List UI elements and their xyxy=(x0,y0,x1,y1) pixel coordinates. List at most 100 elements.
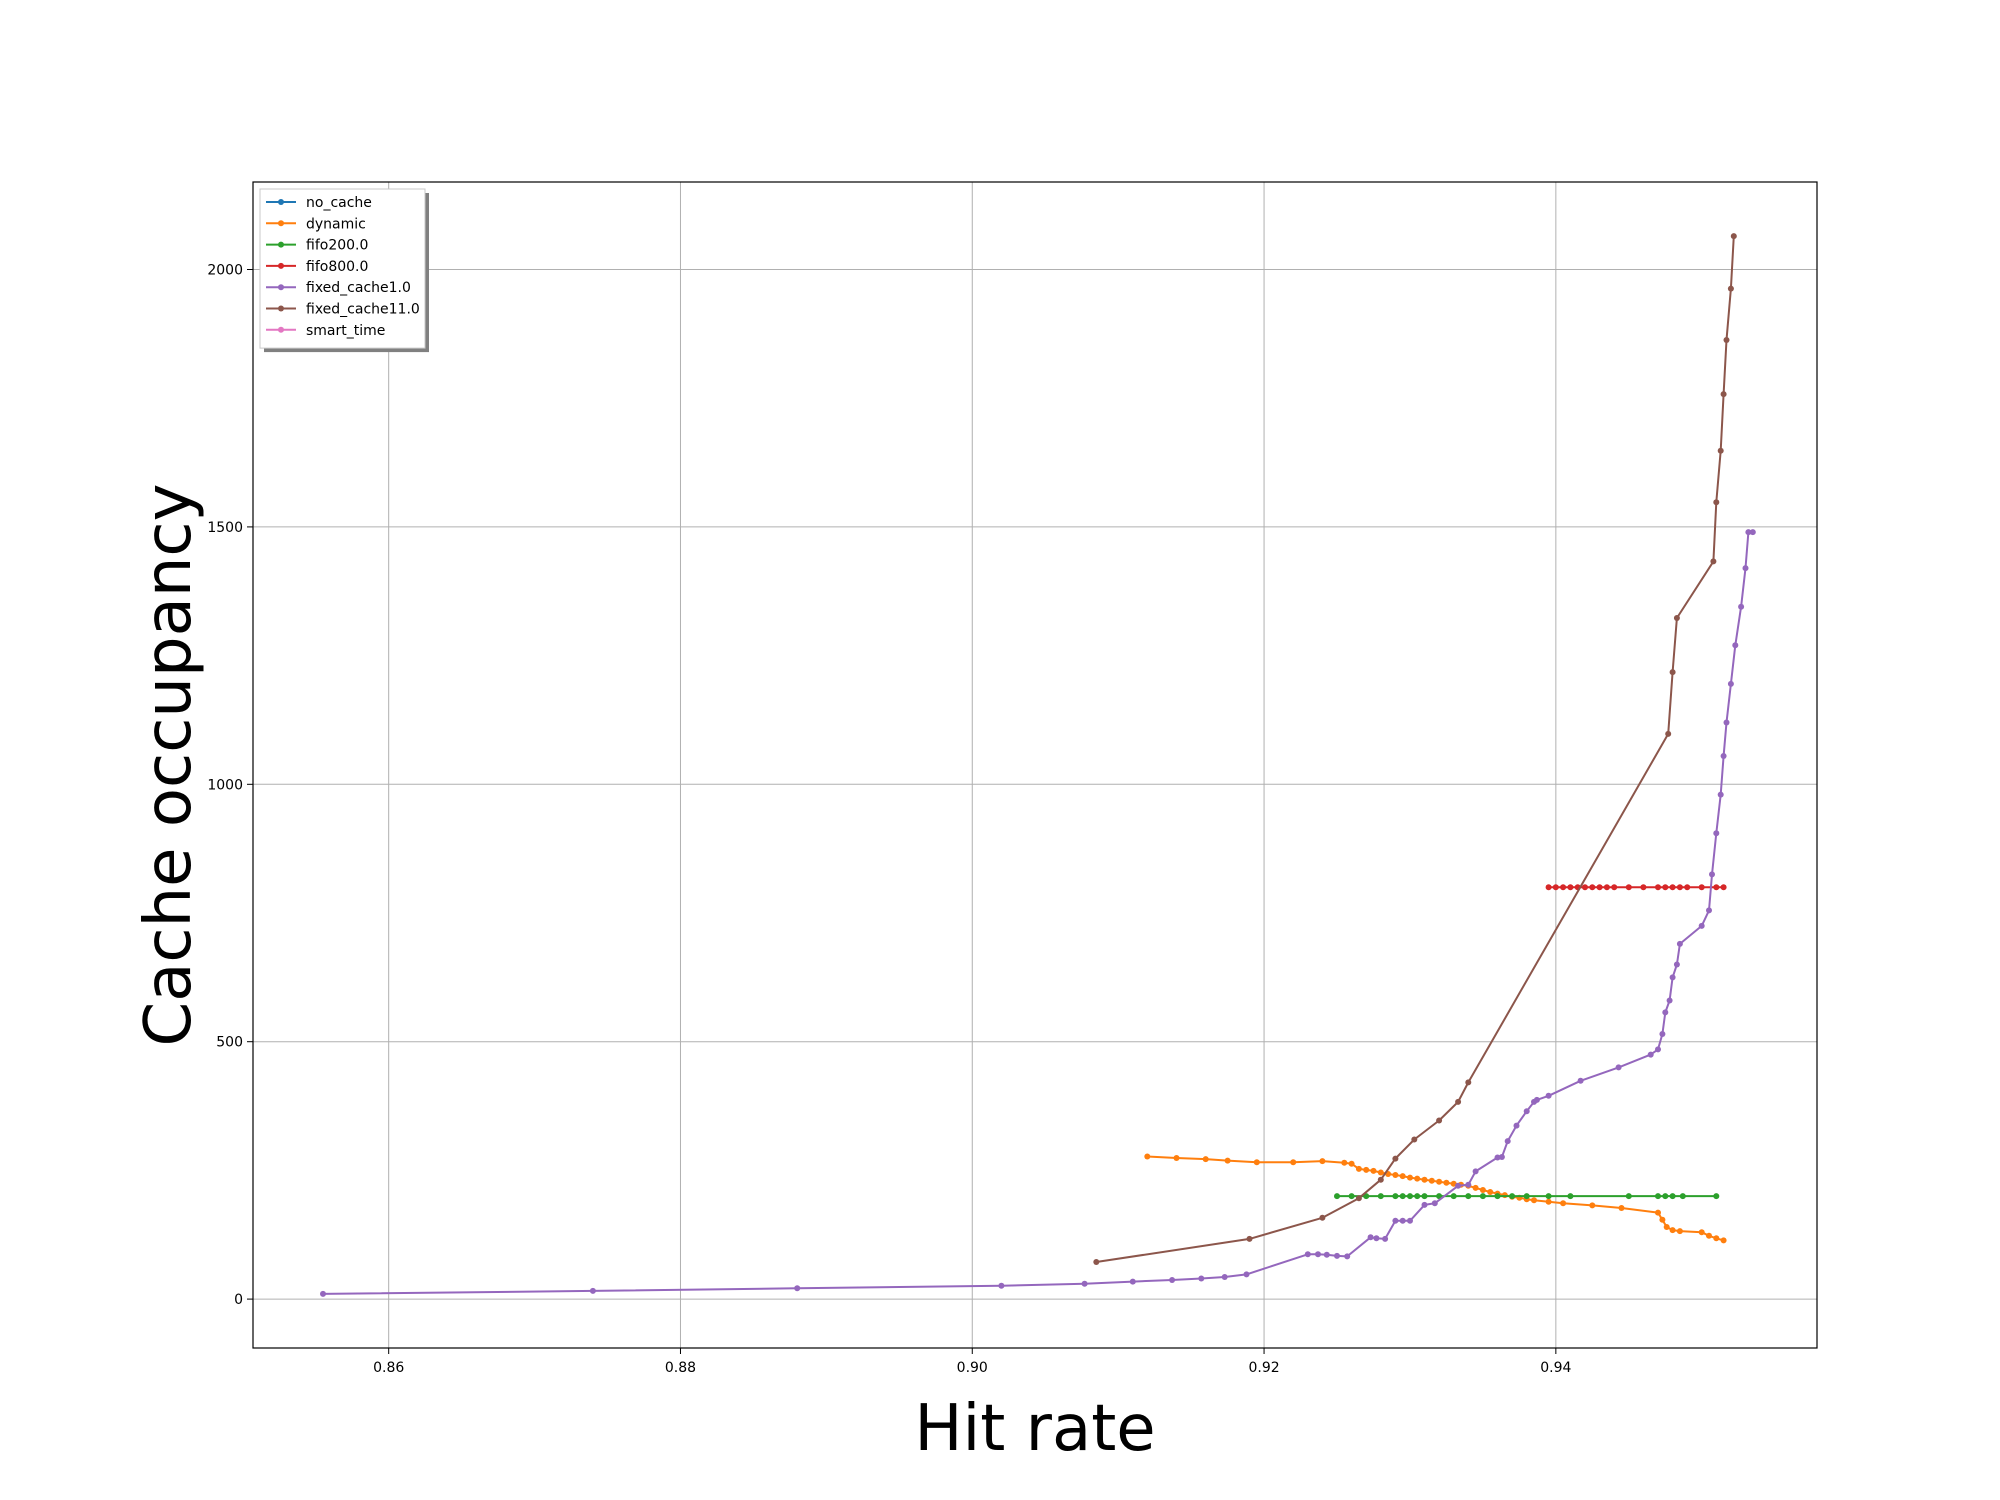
x-tick-label: 0.90 xyxy=(957,1360,988,1376)
data-point-fifo800.0 xyxy=(1676,884,1683,891)
legend-swatch-marker xyxy=(278,220,284,227)
data-point-dynamic xyxy=(1407,1174,1413,1181)
data-point-fixed_cache1.0 xyxy=(1399,1217,1406,1224)
plot-frame xyxy=(252,181,1818,1349)
data-point-fifo800.0 xyxy=(1552,884,1559,891)
data-point-fixed_cache1.0 xyxy=(1367,1234,1374,1241)
data-point-fixed_cache1.0 xyxy=(1738,603,1745,610)
data-point-dynamic xyxy=(1355,1165,1362,1172)
data-point-fixed_cache11.0 xyxy=(1669,669,1676,676)
data-point-fixed_cache1.0 xyxy=(1392,1217,1399,1224)
data-point-dynamic xyxy=(1669,1227,1676,1234)
data-point-fixed_cache1.0 xyxy=(1081,1280,1088,1287)
data-point-fixed_cache1.0 xyxy=(320,1290,326,1297)
data-point-dynamic xyxy=(1173,1155,1180,1161)
x-tick-label: 0.92 xyxy=(1248,1360,1279,1376)
legend-item-fixed_cache11.0: fixed_cache11.0 xyxy=(266,302,420,318)
data-point-fifo200.0 xyxy=(1494,1193,1501,1200)
y-tick-label: 2000 xyxy=(207,263,243,279)
data-point-fifo800.0 xyxy=(1698,884,1705,891)
data-point-fixed_cache1.0 xyxy=(1243,1271,1250,1278)
data-point-fifo200.0 xyxy=(1465,1193,1472,1200)
y-axis-label: Cache occupancy xyxy=(132,484,206,1047)
data-point-fifo200.0 xyxy=(1625,1193,1632,1200)
data-point-dynamic xyxy=(1224,1157,1231,1164)
data-point-fixed_cache1.0 xyxy=(1742,565,1749,572)
legend-label: dynamic xyxy=(306,216,366,232)
data-point-fifo200.0 xyxy=(1655,1193,1661,1200)
data-point-fifo200.0 xyxy=(1479,1193,1486,1200)
data-point-dynamic xyxy=(1414,1175,1421,1182)
data-point-fixed_cache1.0 xyxy=(1666,997,1673,1004)
series-fifo200.0 xyxy=(1334,1193,1720,1200)
data-point-fixed_cache11.0 xyxy=(1465,1079,1472,1086)
data-point-fixed_cache11.0 xyxy=(1411,1136,1418,1143)
data-point-dynamic xyxy=(1363,1166,1370,1173)
data-point-fixed_cache1.0 xyxy=(1706,907,1712,914)
data-point-fixed_cache1.0 xyxy=(1533,1096,1540,1103)
data-point-fifo800.0 xyxy=(1669,884,1676,891)
data-point-fixed_cache11.0 xyxy=(1727,285,1734,292)
legend-swatch-marker xyxy=(278,262,284,269)
data-point-fifo200.0 xyxy=(1662,1193,1669,1200)
data-point-fixed_cache11.0 xyxy=(1355,1195,1362,1202)
data-point-fixed_cache1.0 xyxy=(1382,1235,1389,1242)
data-point-dynamic xyxy=(1472,1184,1479,1191)
data-point-fixed_cache1.0 xyxy=(1304,1251,1311,1258)
data-point-fixed_cache1.0 xyxy=(1698,922,1705,929)
data-point-fifo800.0 xyxy=(1720,884,1727,891)
data-point-fifo200.0 xyxy=(1669,1193,1676,1200)
data-point-fixed_cache11.0 xyxy=(1720,391,1727,398)
series-fifo800.0 xyxy=(1545,884,1727,891)
data-point-fixed_cache1.0 xyxy=(589,1287,596,1294)
data-point-dynamic xyxy=(1720,1237,1727,1244)
data-point-dynamic xyxy=(1676,1228,1683,1235)
y-tick-label: 1500 xyxy=(207,520,243,536)
data-point-fixed_cache1.0 xyxy=(1373,1235,1380,1242)
data-point-fifo800.0 xyxy=(1640,884,1647,891)
legend-label: fifo800.0 xyxy=(306,259,368,275)
data-point-fixed_cache1.0 xyxy=(1523,1108,1530,1115)
x-axis-label: Hit rate xyxy=(914,1392,1155,1466)
data-point-fifo200.0 xyxy=(1679,1193,1686,1200)
data-point-fixed_cache1.0 xyxy=(1407,1217,1413,1224)
data-point-fixed_cache1.0 xyxy=(1545,1092,1552,1099)
grid xyxy=(253,182,1817,1348)
legend-item-fifo800.0: fifo800.0 xyxy=(266,259,368,275)
data-point-fixed_cache1.0 xyxy=(1720,753,1727,759)
data-point-fifo800.0 xyxy=(1582,884,1588,891)
data-point-fixed_cache1.0 xyxy=(1129,1278,1136,1285)
data-point-fifo800.0 xyxy=(1662,884,1669,891)
data-point-dynamic xyxy=(1663,1224,1670,1230)
data-point-dynamic xyxy=(1399,1173,1406,1180)
data-point-fixed_cache11.0 xyxy=(1455,1098,1462,1105)
data-point-dynamic xyxy=(1202,1156,1209,1163)
data-point-fixed_cache1.0 xyxy=(1472,1168,1479,1175)
data-point-dynamic xyxy=(1706,1232,1712,1239)
data-point-dynamic xyxy=(1253,1159,1260,1166)
data-point-dynamic xyxy=(1436,1178,1443,1185)
data-point-fifo200.0 xyxy=(1436,1193,1443,1200)
legend-box xyxy=(259,188,426,349)
data-point-fixed_cache1.0 xyxy=(1717,791,1724,798)
data-point-fixed_cache1.0 xyxy=(1334,1252,1340,1259)
data-point-fixed_cache1.0 xyxy=(1513,1122,1520,1129)
data-point-fixed_cache11.0 xyxy=(1377,1176,1384,1183)
data-point-fifo200.0 xyxy=(1414,1193,1421,1200)
data-point-dynamic xyxy=(1421,1176,1428,1183)
data-point-fifo800.0 xyxy=(1567,884,1574,891)
data-point-fixed_cache1.0 xyxy=(1431,1200,1438,1207)
data-point-fixed_cache1.0 xyxy=(1713,830,1720,837)
data-point-fifo800.0 xyxy=(1713,884,1720,891)
data-point-fixed_cache11.0 xyxy=(1093,1259,1100,1265)
data-point-fifo200.0 xyxy=(1509,1193,1516,1200)
data-point-fixed_cache1.0 xyxy=(1221,1274,1228,1280)
data-point-fixed_cache1.0 xyxy=(1498,1154,1505,1160)
data-point-fixed_cache1.0 xyxy=(1455,1182,1462,1189)
data-point-fifo200.0 xyxy=(1567,1193,1574,1200)
data-point-fifo800.0 xyxy=(1611,884,1618,891)
data-point-fixed_cache11.0 xyxy=(1723,337,1730,343)
data-point-fixed_cache1.0 xyxy=(1421,1201,1428,1208)
data-point-fifo200.0 xyxy=(1377,1193,1384,1200)
